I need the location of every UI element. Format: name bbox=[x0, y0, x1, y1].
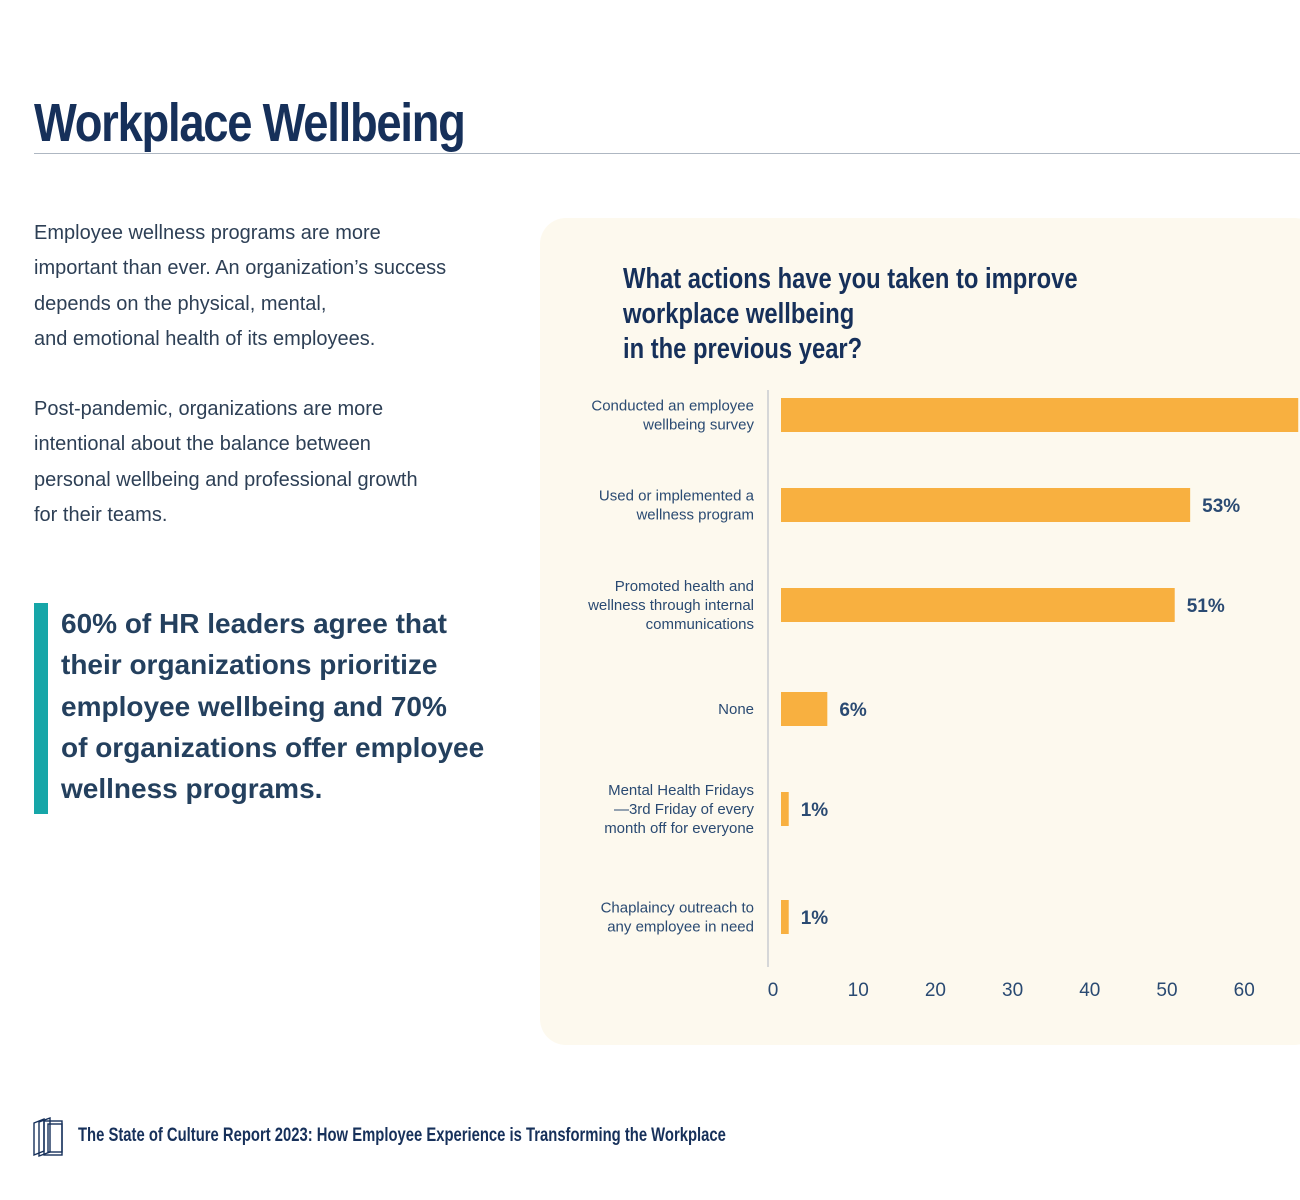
x-tick-label-4: 40 bbox=[1079, 980, 1100, 1001]
value-label-5: 1% bbox=[801, 908, 829, 929]
x-tick-label-0: 0 bbox=[768, 980, 779, 1001]
x-tick-label-6: 60 bbox=[1234, 980, 1255, 1001]
category-label-1: Used or implemented a wellness program bbox=[599, 488, 755, 524]
category-label-3: None bbox=[718, 701, 754, 718]
page-title: Workplace Wellbeing bbox=[34, 93, 466, 153]
value-label-3: 6% bbox=[839, 700, 867, 721]
bar-chart: Conducted an employee wellbeing survey Use… bbox=[587, 390, 1299, 1001]
x-tick-label-3: 30 bbox=[1002, 980, 1023, 1001]
title-divider bbox=[34, 153, 1300, 154]
callout-statistic: 60% of HR leaders agree that their organ… bbox=[61, 608, 485, 805]
value-label-1: 53% bbox=[1202, 496, 1240, 517]
intro-paragraph-2: Post-pandemic, organizations are more in… bbox=[34, 398, 418, 527]
value-label-2: 51% bbox=[1187, 596, 1225, 617]
x-tick-label-1: 10 bbox=[848, 980, 869, 1001]
callout-accent-bar bbox=[34, 603, 48, 814]
category-label-4: Mental Health Fridays —3rd Friday of ever… bbox=[604, 782, 754, 837]
chart-title: What actions have you taken to improve w… bbox=[623, 263, 1078, 365]
x-tick-label-5: 50 bbox=[1156, 980, 1177, 1001]
value-label-4: 1% bbox=[801, 800, 829, 821]
chart-panel bbox=[540, 218, 1300, 1045]
x-tick-label-2: 20 bbox=[925, 980, 946, 1001]
bar-3 bbox=[781, 692, 828, 726]
bar-4 bbox=[781, 792, 789, 826]
intro-text: Employee wellness programs are more impo… bbox=[34, 216, 504, 568]
bar-1 bbox=[781, 488, 1191, 522]
footer-report-title: The State of Culture Report 2023: How Em… bbox=[78, 1125, 726, 1146]
bar-0 bbox=[781, 398, 1299, 432]
category-label-0: Conducted an employee wellbeing survey bbox=[591, 398, 754, 434]
category-label-2: Promoted health and wellness through inte… bbox=[587, 578, 754, 633]
bar-2 bbox=[781, 588, 1175, 622]
intro-paragraph-1: Employee wellness programs are more impo… bbox=[34, 222, 447, 350]
bar-5 bbox=[781, 900, 789, 934]
category-label-5: Chaplaincy outreach to any employee in ne… bbox=[601, 900, 754, 936]
report-logo-icon bbox=[33, 1117, 63, 1157]
